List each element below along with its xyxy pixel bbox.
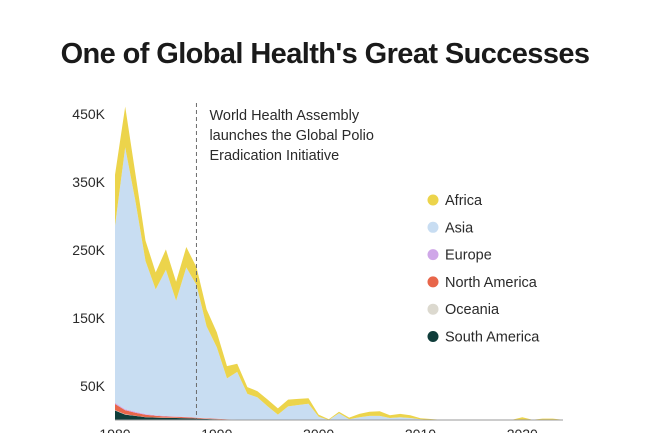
x-tick-label: 1980 <box>99 426 130 433</box>
legend-item-oceania: Oceania <box>427 302 500 318</box>
area-south-america <box>115 410 563 420</box>
annotation-line-1: World Health Assembly <box>209 108 359 124</box>
legend-swatch <box>427 194 439 206</box>
legend-item-europe: Europe <box>427 248 492 264</box>
x-axis-labels: 1980 1990 2000 2010 2020 <box>99 426 538 433</box>
annotation-line-3: Eradication Initiative <box>209 148 339 164</box>
area-layer <box>115 106 563 420</box>
legend-label: North America <box>445 275 538 291</box>
y-tick-label: 450K <box>72 106 105 122</box>
legend-label: Africa <box>445 193 483 209</box>
legend-label: Asia <box>445 220 474 236</box>
legend-swatch <box>427 221 439 233</box>
chart-title: One of Global Health's Great Successes <box>60 38 590 70</box>
annotation-line-2: launches the Global Polio <box>209 128 373 144</box>
x-tick-label: 2020 <box>507 426 538 433</box>
legend-label: Europe <box>445 248 492 264</box>
y-tick-label: 250K <box>72 242 105 258</box>
y-tick-label: 350K <box>72 174 105 190</box>
legend: Africa Asia Europe North America Oceania Sout… <box>427 193 540 346</box>
y-tick-label: 50K <box>80 378 106 394</box>
legend-item-africa: Africa <box>427 193 483 209</box>
annotation-text: World Health Assembly launches the Global… <box>209 108 373 164</box>
legend-item-north-america: North America <box>427 275 538 291</box>
legend-item-south-america: South America <box>427 330 540 346</box>
y-tick-label: 150K <box>72 310 105 326</box>
area-asia <box>115 147 563 420</box>
legend-swatch <box>427 303 439 315</box>
x-tick-label: 2010 <box>405 426 436 433</box>
legend-swatch <box>427 331 439 342</box>
y-axis-labels: 50K 150K 250K 350K 450K <box>72 106 105 394</box>
x-tick-label: 1990 <box>201 426 232 433</box>
legend-label: Oceania <box>445 302 500 318</box>
legend-swatch <box>427 276 439 288</box>
legend-swatch <box>427 249 439 261</box>
legend-item-asia: Asia <box>427 220 474 236</box>
legend-label: South America <box>445 330 540 346</box>
x-tick-label: 2000 <box>303 426 334 433</box>
